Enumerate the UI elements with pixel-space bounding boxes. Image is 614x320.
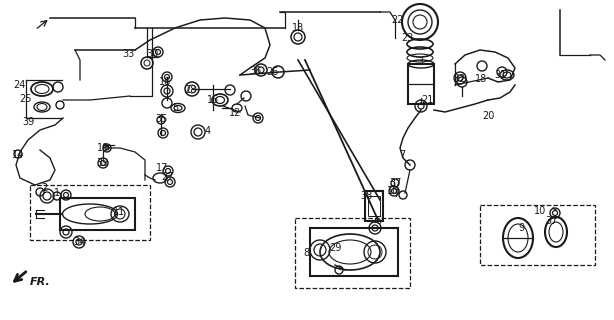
Text: 39: 39 [22, 117, 34, 127]
Bar [30, 185, 150, 240]
Text: 8: 8 [303, 248, 309, 258]
Text: 6: 6 [375, 216, 381, 226]
Text: 1: 1 [54, 188, 60, 198]
Bar [368, 196, 380, 216]
Text: 36: 36 [249, 66, 261, 76]
Bar [365, 191, 383, 221]
Text: 4: 4 [205, 126, 211, 136]
Bar [60, 198, 135, 230]
Text: 39: 39 [96, 158, 108, 168]
Bar [480, 205, 595, 265]
Text: 2: 2 [41, 183, 47, 193]
Text: 10: 10 [387, 186, 399, 196]
Text: 15: 15 [207, 95, 219, 105]
Bar [295, 218, 410, 288]
Text: 14: 14 [12, 150, 24, 160]
Text: 9: 9 [518, 223, 524, 233]
Text: 7: 7 [399, 150, 405, 160]
Text: FR.: FR. [30, 277, 51, 287]
Text: 16: 16 [159, 77, 171, 87]
Text: 19: 19 [97, 143, 109, 153]
Text: 24: 24 [13, 80, 25, 90]
Text: 35: 35 [155, 114, 167, 124]
Text: 25: 25 [19, 94, 31, 104]
Text: 37: 37 [545, 216, 557, 226]
Text: 27: 27 [161, 172, 174, 182]
Text: 3: 3 [417, 57, 423, 67]
Text: 22: 22 [392, 15, 404, 25]
Bar [310, 228, 398, 276]
Text: 34: 34 [73, 237, 85, 247]
Text: 10: 10 [534, 206, 546, 216]
Text: 13: 13 [292, 23, 304, 33]
Text: 7: 7 [393, 189, 399, 199]
Text: 33: 33 [122, 49, 134, 59]
Text: 37: 37 [389, 178, 401, 188]
Text: 28: 28 [184, 85, 196, 95]
Text: 20: 20 [482, 111, 494, 121]
Text: 12: 12 [229, 108, 241, 118]
Text: 5: 5 [172, 103, 178, 113]
Text: 29: 29 [329, 243, 341, 253]
Text: 11: 11 [113, 207, 125, 217]
Bar [408, 64, 434, 104]
Text: 30: 30 [146, 49, 158, 59]
Text: 32: 32 [454, 74, 466, 84]
Text: 21: 21 [421, 95, 433, 105]
Text: 18: 18 [475, 74, 487, 84]
Text: 26: 26 [266, 67, 278, 77]
Text: 23: 23 [401, 33, 413, 43]
Text: 31: 31 [494, 70, 506, 80]
Text: 17: 17 [156, 163, 168, 173]
Text: 38: 38 [360, 191, 372, 201]
